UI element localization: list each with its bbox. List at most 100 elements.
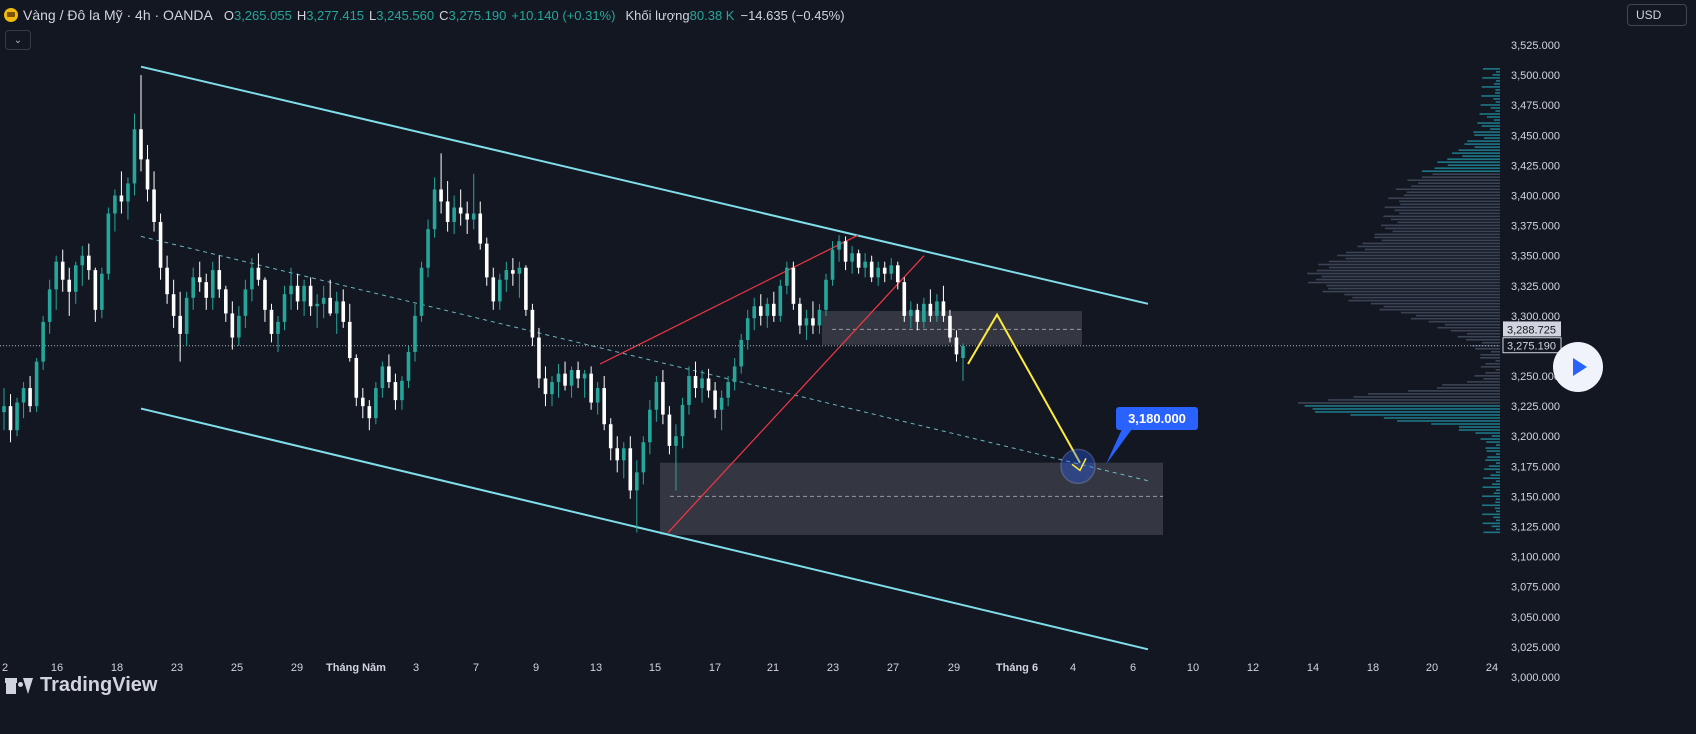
volume-profile-bar [1493, 516, 1500, 519]
open-label: O [223, 7, 234, 23]
candle-body [667, 414, 672, 446]
candle-body [393, 382, 398, 401]
candle-body [661, 382, 665, 415]
candle-body [426, 229, 430, 268]
volume-profile-bar [1450, 329, 1500, 332]
volume-profile-bar [1485, 372, 1500, 374]
time-axis[interactable]: 2 16 18 23 25 29 Tháng Năm 3 7 9 13 15 17 21 23 27 29 Thá… [2, 662, 1498, 674]
price-tick-label: 3,100.000 [1511, 552, 1560, 564]
symbol-title[interactable]: Vàng / Đô la Mỹ · 4h · OANDA [23, 7, 213, 23]
projection-path [967, 312, 1081, 464]
volume-profile-bar [1480, 366, 1500, 368]
volume-profile-bar [1364, 248, 1500, 251]
candle-body [491, 277, 496, 302]
candle-body [478, 213, 483, 244]
price-tick-label: 3,050.000 [1511, 612, 1560, 624]
time-tick-label: 14 [1307, 662, 1319, 674]
candle-body [811, 318, 815, 326]
candle-body [230, 313, 235, 338]
price-axis[interactable]: 3,525.000 3,500.000 3,475.000 3,450.000 3,42… [1502, 40, 1562, 684]
candle-body [843, 241, 848, 262]
volume-profile-bar [1465, 338, 1500, 341]
tradingview-logo[interactable]: TradingView [5, 674, 157, 697]
candle-body [576, 370, 580, 379]
replay-button[interactable] [1553, 342, 1603, 392]
time-tick-label: 21 [767, 662, 779, 674]
candle-body [615, 448, 620, 461]
time-tick-label: 13 [590, 662, 602, 674]
volume-profile-bar [1482, 486, 1500, 488]
candle-body [93, 270, 98, 310]
candle-body [152, 189, 156, 222]
volume-profile-bar [1418, 182, 1500, 185]
volume-profile-bar [1307, 272, 1500, 275]
volume-profile-bar [1416, 314, 1500, 317]
volume-profile-bar [1385, 227, 1500, 230]
volume-profile-bar [1322, 290, 1500, 293]
low-value: 3,245.560 [376, 7, 435, 23]
candle-body [119, 195, 124, 202]
volume-profile-bar [1462, 155, 1500, 157]
trend-lines [0, 65, 1500, 651]
candle-body [100, 273, 104, 310]
volume-profile-bar [1397, 221, 1500, 224]
symbol-legend: Vàng / Đô la Mỹ · 4h · OANDA O 3,265.055 … [4, 4, 845, 26]
close-value: 3,275.190 [448, 7, 507, 23]
price-tick-label: 3,300.000 [1511, 311, 1560, 323]
time-tick-label: 29 [948, 662, 960, 674]
candle-body [641, 442, 646, 473]
price-tick-label: 3,500.000 [1511, 70, 1560, 82]
candle-body [941, 301, 946, 316]
volume-profile-bar [1486, 450, 1500, 452]
volume-profile-bar [1353, 396, 1500, 398]
volume-profile-bar [1357, 245, 1500, 248]
price-tick-label: 3,200.000 [1511, 431, 1560, 443]
volume-profile-bar [1474, 375, 1500, 377]
candle-body [276, 321, 280, 334]
volume-profile-bar [1312, 408, 1500, 410]
candle-body [680, 404, 685, 437]
target-badge-label: 3,180.000 [1128, 411, 1186, 426]
volume-profile [1297, 68, 1500, 534]
currency-selector[interactable]: USD [1627, 4, 1687, 26]
candle-body [400, 380, 404, 401]
candle-body [726, 382, 730, 398]
volume-profile-bar [1491, 525, 1500, 528]
volume-profile-bar [1495, 369, 1500, 371]
volume-profile-bar [1421, 170, 1500, 172]
volume-profile-bar [1397, 420, 1500, 422]
candle-body [347, 321, 352, 358]
collapse-legend-button[interactable]: ⌄ [5, 30, 31, 50]
volume-profile-bar [1314, 411, 1500, 413]
candle-body [954, 337, 959, 355]
volume-profile-bar [1345, 257, 1500, 260]
candle-body [191, 277, 195, 298]
volume-profile-bar [1381, 239, 1500, 242]
volume-profile-bar [1444, 323, 1500, 326]
candle-body [341, 301, 346, 322]
volume-profile-bar [1492, 483, 1500, 485]
volume-profile-bar [1383, 215, 1500, 218]
volume-profile-bar [1395, 188, 1500, 191]
channel-upper-line [140, 65, 1149, 305]
candle-body [517, 267, 522, 274]
volume-profile-bar [1475, 347, 1500, 350]
volume-profile-bar [1381, 224, 1500, 227]
volume-profile-bar [1481, 86, 1500, 88]
candle-body [158, 221, 163, 268]
candle-body [511, 270, 515, 274]
candle-body [413, 315, 417, 352]
candle-body [321, 297, 326, 304]
volume-profile-bar [1486, 441, 1500, 443]
volume-profile-bar [1337, 254, 1500, 257]
channel-lower-line [140, 407, 1149, 651]
volume-profile-bar [1408, 390, 1500, 392]
volume-profile-bar [1474, 134, 1500, 136]
time-tick-label: 2 [2, 662, 8, 674]
volume-profile-bar [1494, 507, 1500, 510]
price-tick-label: 3,400.000 [1511, 190, 1560, 202]
volume-profile-bar [1348, 299, 1500, 302]
candle-body [178, 315, 182, 334]
volume-profile-bar [1473, 131, 1500, 133]
